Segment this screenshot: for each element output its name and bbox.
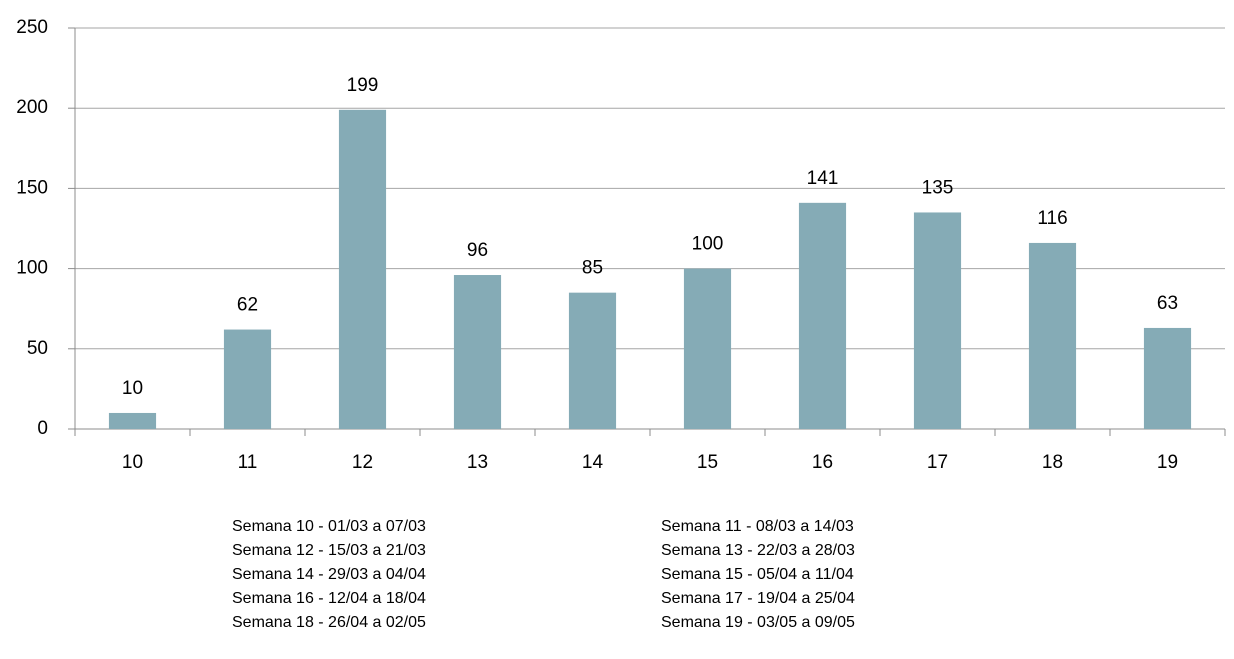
y-tick-label: 250 — [16, 17, 48, 38]
bar — [683, 268, 732, 429]
y-tick-label: 50 — [27, 338, 48, 359]
annotation: Semana 17 - 19/04 a 25/04 — [661, 590, 855, 607]
y-tick-label: 200 — [16, 97, 48, 118]
x-tick-label: 14 — [582, 452, 604, 473]
data-label: 100 — [692, 234, 724, 255]
data-label: 62 — [237, 295, 258, 316]
data-label: 141 — [807, 168, 839, 189]
annotation: Semana 18 - 26/04 a 02/05 — [232, 614, 426, 631]
annotation: Semana 16 - 12/04 a 18/04 — [232, 590, 426, 607]
data-label: 85 — [582, 258, 603, 279]
annotation: Semana 12 - 15/03 a 21/03 — [232, 542, 426, 559]
y-tick-label: 100 — [16, 258, 48, 279]
bar — [338, 109, 387, 429]
x-tick-label: 11 — [238, 452, 258, 473]
annotation: Semana 11 - 08/03 a 14/03 — [661, 518, 854, 535]
x-tick-label: 13 — [467, 452, 488, 473]
data-label: 116 — [1037, 208, 1067, 229]
bar — [568, 292, 617, 429]
bar — [1028, 242, 1077, 429]
annotation: Semana 14 - 29/03 a 04/04 — [232, 566, 426, 583]
data-label: 199 — [347, 75, 379, 96]
x-tick-label: 10 — [122, 452, 143, 473]
x-tick-label: 16 — [812, 452, 833, 473]
annotation: Semana 13 - 22/03 a 28/03 — [661, 542, 855, 559]
bar — [1143, 327, 1192, 429]
annotation: Semana 10 - 01/03 a 07/03 — [232, 518, 426, 535]
data-label: 10 — [122, 378, 143, 399]
bar — [913, 212, 962, 429]
bar — [223, 329, 272, 429]
data-label: 135 — [922, 177, 954, 198]
annotation: Semana 19 - 03/05 a 09/05 — [661, 614, 855, 631]
bar — [108, 412, 157, 429]
x-tick-label: 19 — [1157, 452, 1178, 473]
data-label: 63 — [1157, 293, 1178, 314]
bar — [453, 275, 502, 429]
bar — [798, 202, 847, 429]
x-tick-label: 15 — [697, 452, 718, 473]
y-tick-label: 150 — [16, 177, 48, 198]
y-tick-label: 0 — [37, 418, 48, 439]
x-tick-label: 17 — [927, 452, 948, 473]
x-tick-label: 12 — [352, 452, 373, 473]
data-label: 96 — [467, 240, 488, 261]
x-tick-label: 18 — [1042, 452, 1063, 473]
annotation: Semana 15 - 05/04 a 11/04 — [661, 566, 854, 583]
